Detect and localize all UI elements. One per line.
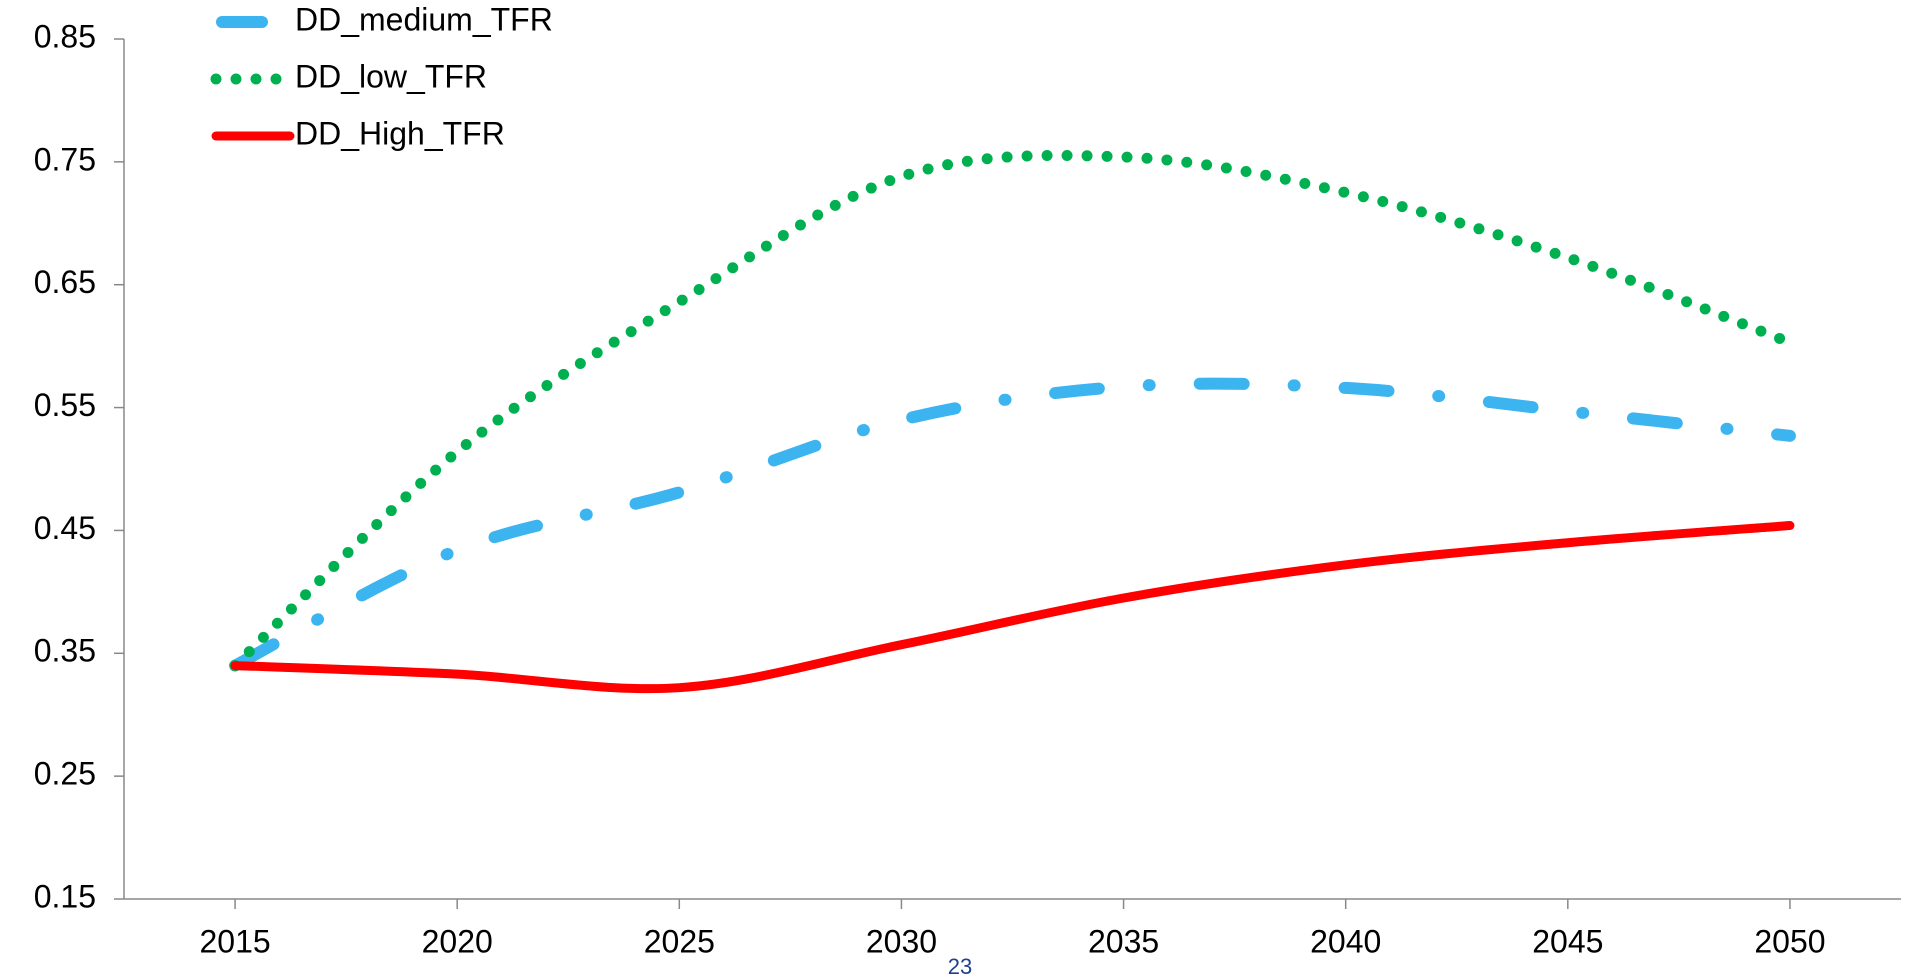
x-tick-label: 2050	[1754, 923, 1825, 959]
legend-label: DD_High_TFR	[295, 115, 505, 151]
y-tick-label: 0.55	[34, 387, 96, 423]
y-tick-label: 0.35	[34, 633, 96, 669]
legend-label: DD_medium_TFR	[295, 1, 553, 37]
y-tick-label: 0.65	[34, 264, 96, 300]
x-tick-label: 2040	[1310, 923, 1381, 959]
x-tick-label: 2030	[866, 923, 937, 959]
y-tick-label: 0.75	[34, 141, 96, 177]
y-tick-label: 0.45	[34, 510, 96, 546]
page-number: 23	[948, 954, 972, 975]
x-tick-label: 2020	[422, 923, 493, 959]
y-tick-label: 0.25	[34, 756, 96, 792]
x-tick-label: 2045	[1532, 923, 1603, 959]
x-tick-label: 2025	[644, 923, 715, 959]
series-line	[230, 521, 1795, 694]
y-tick-label: 0.15	[34, 878, 96, 914]
legend-label: DD_low_TFR	[295, 58, 487, 94]
x-tick-label: 2035	[1088, 923, 1159, 959]
series-line	[229, 377, 1796, 672]
y-tick-label: 0.85	[34, 18, 96, 54]
x-tick-label: 2015	[199, 923, 270, 959]
series-line	[229, 149, 1796, 672]
